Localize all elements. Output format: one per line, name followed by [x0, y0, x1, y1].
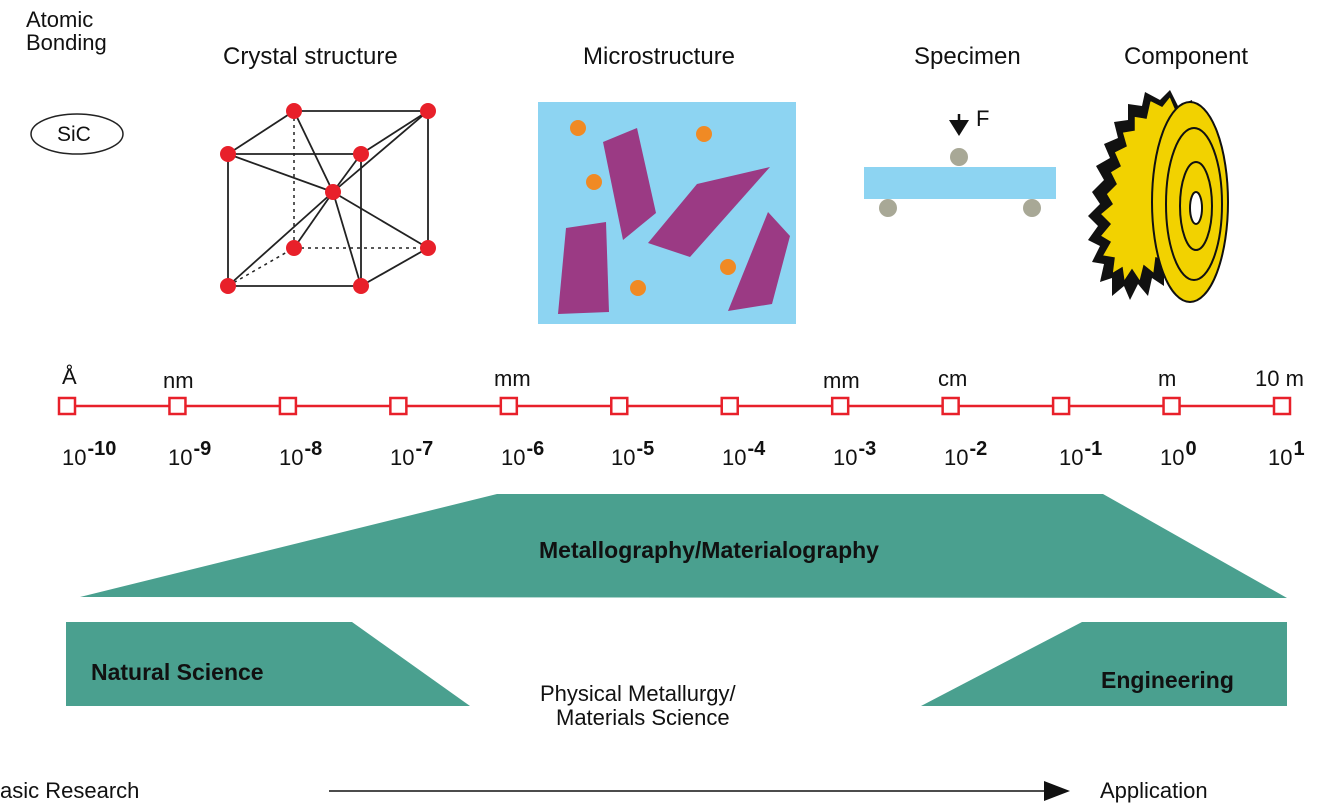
crystal-atoms: [220, 103, 436, 294]
scale-tick: [830, 396, 850, 416]
scale-power: 100: [1160, 438, 1197, 470]
scale-power: 10-6: [501, 438, 545, 470]
scale-power: 10-10: [62, 438, 117, 470]
scale-tick: [720, 396, 739, 416]
engineering-band: [921, 622, 1287, 706]
scale-label-micro: mm: [494, 366, 531, 391]
metallography-label: Metallography/Materialography: [539, 537, 879, 563]
scale-label-angstrom: Å: [62, 364, 77, 389]
scale-tick: [389, 396, 408, 416]
stage-specimen: Specimen: [914, 43, 1021, 70]
scale-label-m: m: [1158, 366, 1177, 391]
microstructure-icon: [538, 102, 796, 324]
gear-icon: [1088, 90, 1229, 303]
metallography-band: [80, 494, 1287, 598]
stage-atomic-bonding: Atomic Bonding: [26, 7, 107, 55]
scale-tick: [1162, 396, 1181, 416]
sic-ellipse: [30, 113, 124, 155]
application-label: Application: [1100, 778, 1208, 803]
crystal-cube-icon: [227, 110, 429, 287]
sic-label: SiC: [57, 123, 91, 146]
physical-metallurgy-label: Physical Metallurgy/: [540, 681, 736, 706]
scale-power: 10-7: [390, 438, 434, 470]
scale-tick: [168, 396, 187, 416]
scale-label-mm: mm: [823, 368, 860, 393]
scale-power: 10-3: [833, 438, 877, 470]
scale-power: 10-4: [722, 438, 766, 470]
specimen-icon: [864, 114, 1056, 217]
scale-power: 10-9: [168, 438, 212, 470]
scale-power: 10-2: [944, 438, 988, 470]
scale-tick: [57, 396, 77, 416]
stage-component: Component: [1124, 43, 1249, 70]
scale-tick: [278, 396, 298, 416]
scale-bar: [57, 396, 1292, 416]
force-label: F: [976, 106, 990, 131]
scale-tick: [1051, 396, 1071, 416]
scale-power: 101: [1268, 438, 1305, 470]
scale-tick: [941, 396, 960, 416]
research-to-application-arrow: [329, 781, 1070, 801]
basic-research-label: asic Research: [0, 778, 140, 803]
scale-label-nm: nm: [163, 368, 194, 393]
scale-label-10m: 10 m: [1255, 366, 1304, 391]
scale-power: 10-1: [1059, 438, 1103, 470]
natural-science-band: [66, 622, 470, 706]
scale-power: 10-8: [279, 438, 323, 470]
engineering-label: Engineering: [1101, 667, 1234, 693]
scale-power: 10-5: [611, 438, 655, 470]
stage-crystal-structure: Crystal structure: [223, 43, 398, 70]
scale-tick: [610, 396, 629, 416]
scale-tick: [499, 396, 519, 416]
materials-science-label: Materials Science: [556, 705, 730, 730]
stage-microstructure: Microstructure: [583, 43, 736, 70]
natural-science-label: Natural Science: [91, 659, 264, 685]
scale-tick: [1272, 396, 1292, 416]
scale-label-cm: cm: [938, 366, 968, 391]
